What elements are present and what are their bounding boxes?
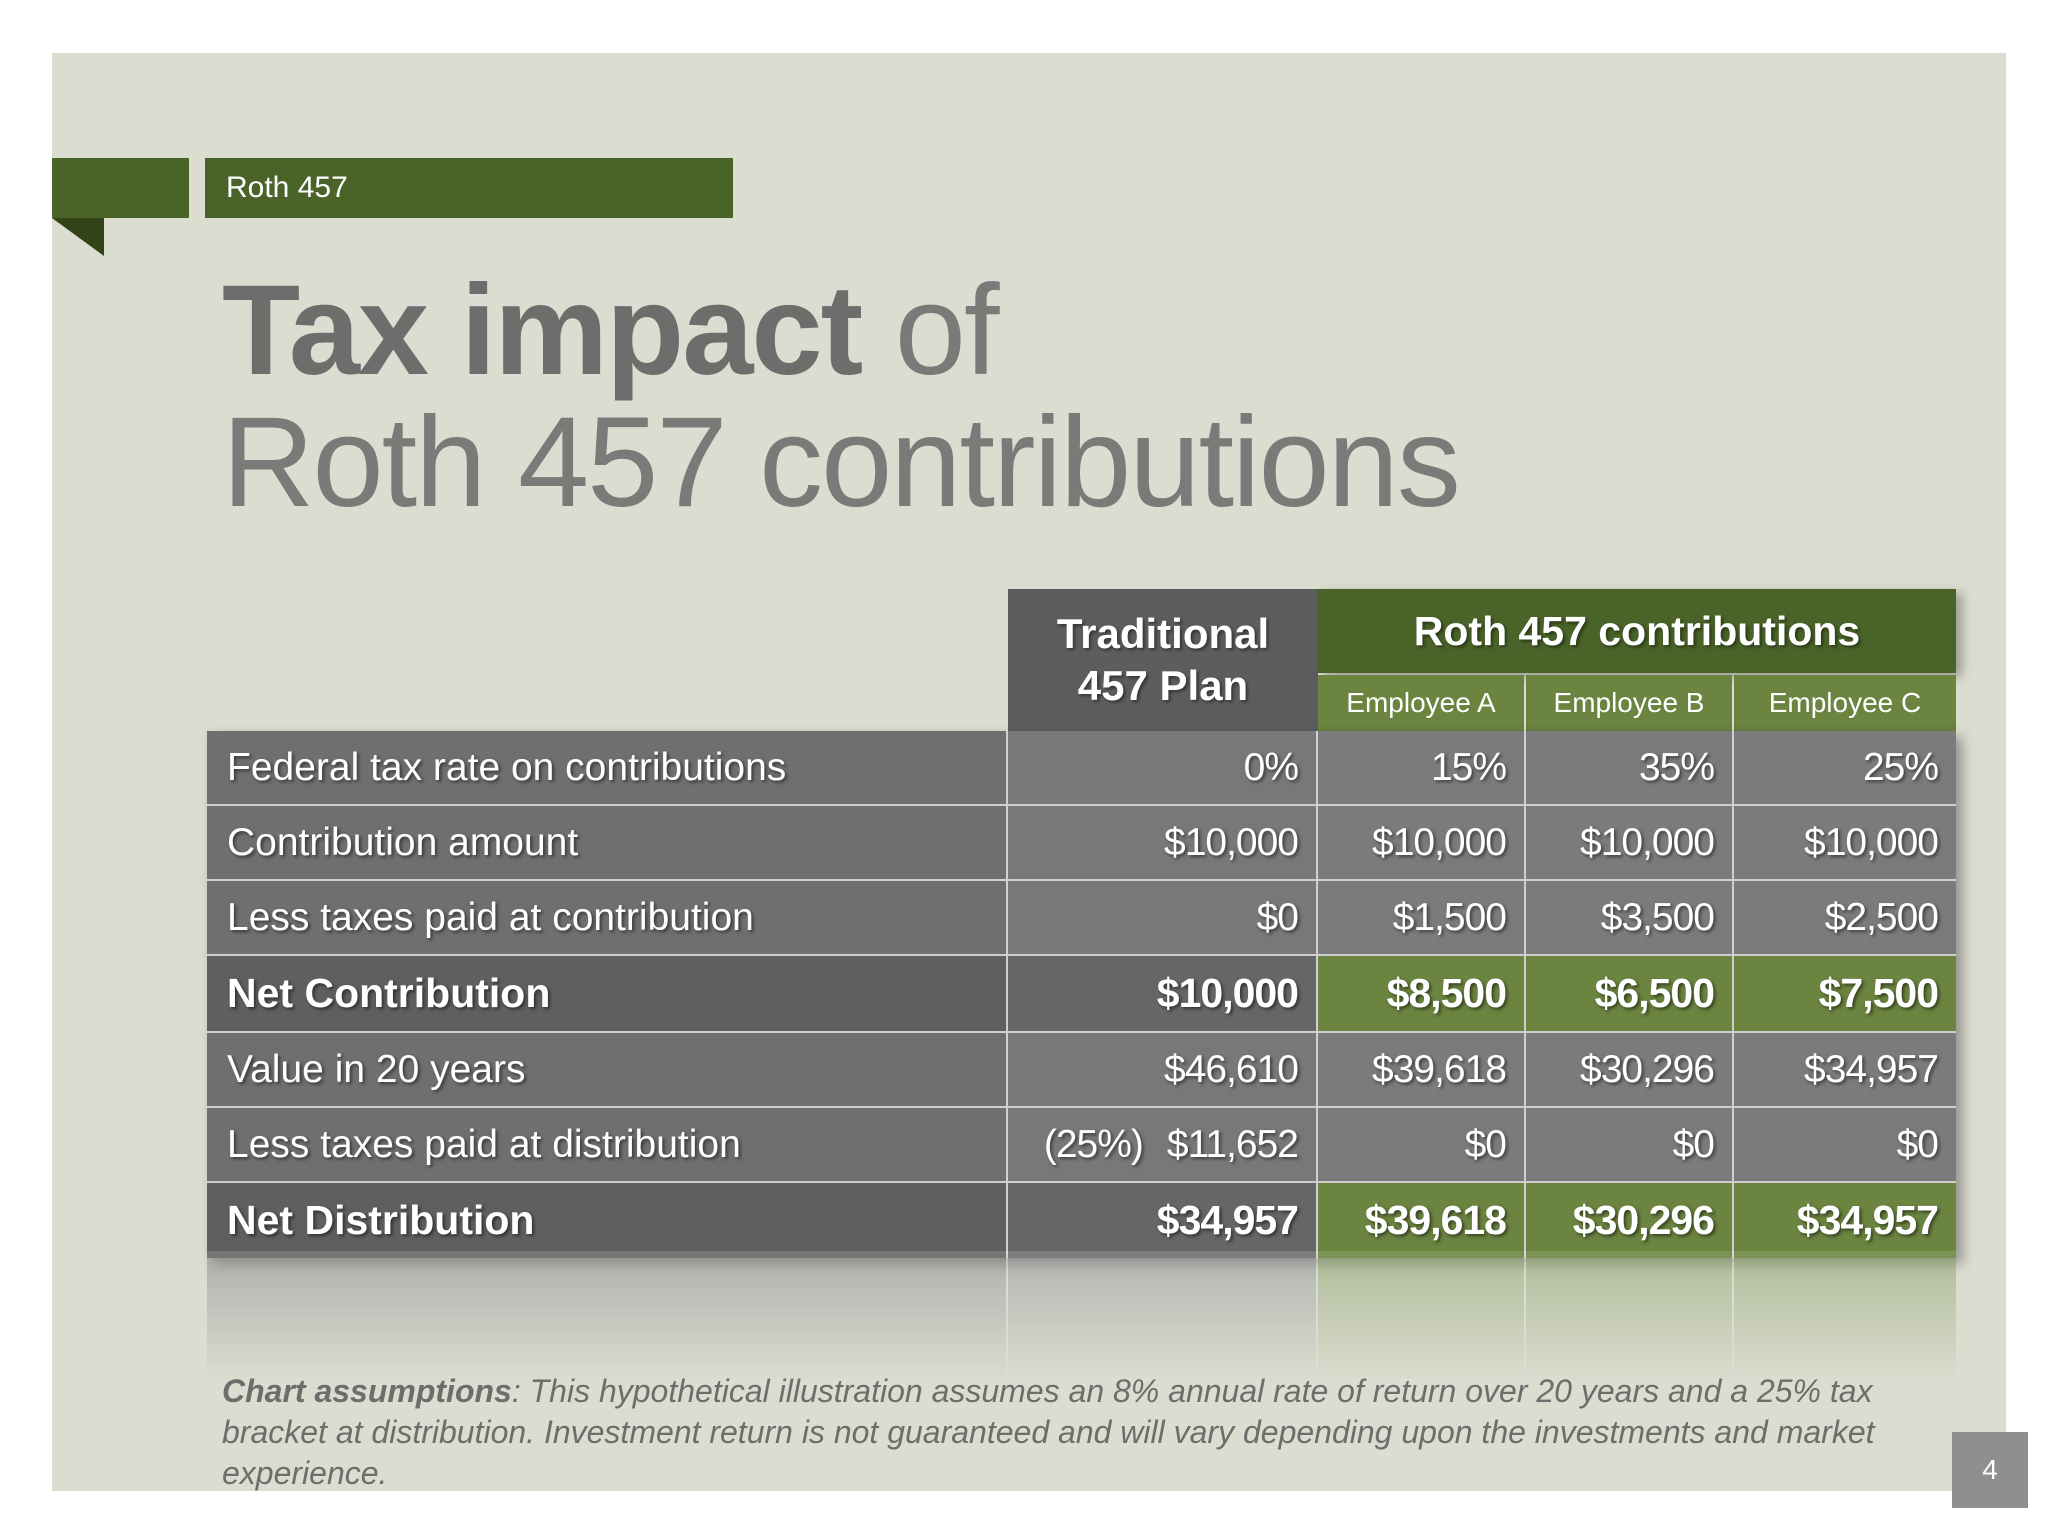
row-label: Net Distribution [207, 1183, 1008, 1258]
reflection-traditional-column [1008, 1251, 1318, 1381]
employee-c-value: $10,000 [1734, 806, 1956, 879]
distribution-tax-amount: $11,652 [1166, 1122, 1299, 1166]
employee-b-header: Employee B [1526, 675, 1732, 731]
table-row: Value in 20 years $46,610 $39,618 $30,29… [207, 1033, 1956, 1108]
traditional-value: $34,957 [1008, 1183, 1318, 1258]
ribbon-fold [52, 218, 104, 256]
employee-a-value: 15% [1318, 731, 1526, 804]
comparison-table: Federal tax rate on contributions 0% 15%… [207, 731, 1956, 1258]
employee-c-value: $2,500 [1734, 881, 1956, 954]
employee-a-value: $0 [1318, 1108, 1526, 1181]
employee-c-value: $7,500 [1734, 956, 1956, 1031]
row-label: Contribution amount [207, 806, 1008, 879]
table-row: Less taxes paid at distribution (25%) $1… [207, 1108, 1956, 1183]
employee-a-value: $39,618 [1318, 1183, 1526, 1258]
row-label: Net Contribution [207, 956, 1008, 1031]
row-label: Less taxes paid at contribution [207, 881, 1008, 954]
table-row: Federal tax rate on contributions 0% 15%… [207, 731, 1956, 806]
employee-c-value: 25% [1734, 731, 1956, 804]
title-strong: Tax impact [222, 259, 863, 402]
table-row: Less taxes paid at contribution $0 $1,50… [207, 881, 1956, 956]
table-row: Net Contribution $10,000 $8,500 $6,500 $… [207, 956, 1956, 1033]
distribution-tax-rate: (25%) [1043, 1122, 1144, 1166]
employee-a-header: Employee A [1318, 675, 1524, 731]
section-label: Roth 457 [205, 158, 733, 218]
traditional-value: (25%) $11,652 [1008, 1108, 1318, 1181]
traditional-value: $10,000 [1008, 806, 1318, 879]
traditional-value: $46,610 [1008, 1033, 1318, 1106]
ribbon-tail [52, 158, 189, 218]
traditional-header-line2: 457 Plan [1077, 662, 1249, 709]
traditional-value: $10,000 [1008, 956, 1318, 1031]
employee-c-header: Employee C [1734, 675, 1956, 731]
employee-b-value: $3,500 [1526, 881, 1734, 954]
employee-c-value: $34,957 [1734, 1033, 1956, 1106]
traditional-plan-header: Traditional 457 Plan [1008, 589, 1318, 731]
row-label: Federal tax rate on contributions [207, 731, 1008, 804]
reflection-label-column [207, 1251, 1008, 1381]
employee-b-value: $6,500 [1526, 956, 1734, 1031]
traditional-value: $0 [1008, 881, 1318, 954]
employee-c-value: $0 [1734, 1108, 1956, 1181]
reflection-employee-a-column [1318, 1251, 1526, 1381]
reflection-employee-c-column [1734, 1251, 1956, 1381]
employee-b-value: $0 [1526, 1108, 1734, 1181]
title-connector: of [861, 259, 1000, 402]
employee-b-value: $30,296 [1526, 1183, 1734, 1258]
employee-a-value: $8,500 [1318, 956, 1526, 1031]
employee-a-value: $39,618 [1318, 1033, 1526, 1106]
assumptions-label: Chart assumptions [222, 1373, 512, 1409]
employee-a-value: $10,000 [1318, 806, 1526, 879]
slide: Roth 457 Tax impact of Roth 457 contribu… [52, 53, 2006, 1491]
table-row: Contribution amount $10,000 $10,000 $10,… [207, 806, 1956, 881]
page-number: 4 [1952, 1432, 2028, 1508]
title-line2: Roth 457 contributions [222, 391, 1461, 534]
traditional-value: 0% [1008, 731, 1318, 804]
row-label: Value in 20 years [207, 1033, 1008, 1106]
table-row: Net Distribution $34,957 $39,618 $30,296… [207, 1183, 1956, 1258]
page-title: Tax impact of Roth 457 contributions [222, 265, 1461, 529]
traditional-header-line1: Traditional [1056, 610, 1270, 657]
employee-b-value: $30,296 [1526, 1033, 1734, 1106]
row-label: Less taxes paid at distribution [207, 1108, 1008, 1181]
reflection-employee-b-column [1526, 1251, 1734, 1381]
employee-b-value: 35% [1526, 731, 1734, 804]
employee-b-value: $10,000 [1526, 806, 1734, 879]
table-reflection [207, 1251, 1956, 1381]
chart-assumptions: Chart assumptions: This hypothetical ill… [222, 1371, 1962, 1494]
roth-contributions-header: Roth 457 contributions [1318, 589, 1956, 673]
employee-a-value: $1,500 [1318, 881, 1526, 954]
employee-c-value: $34,957 [1734, 1183, 1956, 1258]
assumptions-text: : This hypothetical illustration assumes… [222, 1373, 1875, 1491]
